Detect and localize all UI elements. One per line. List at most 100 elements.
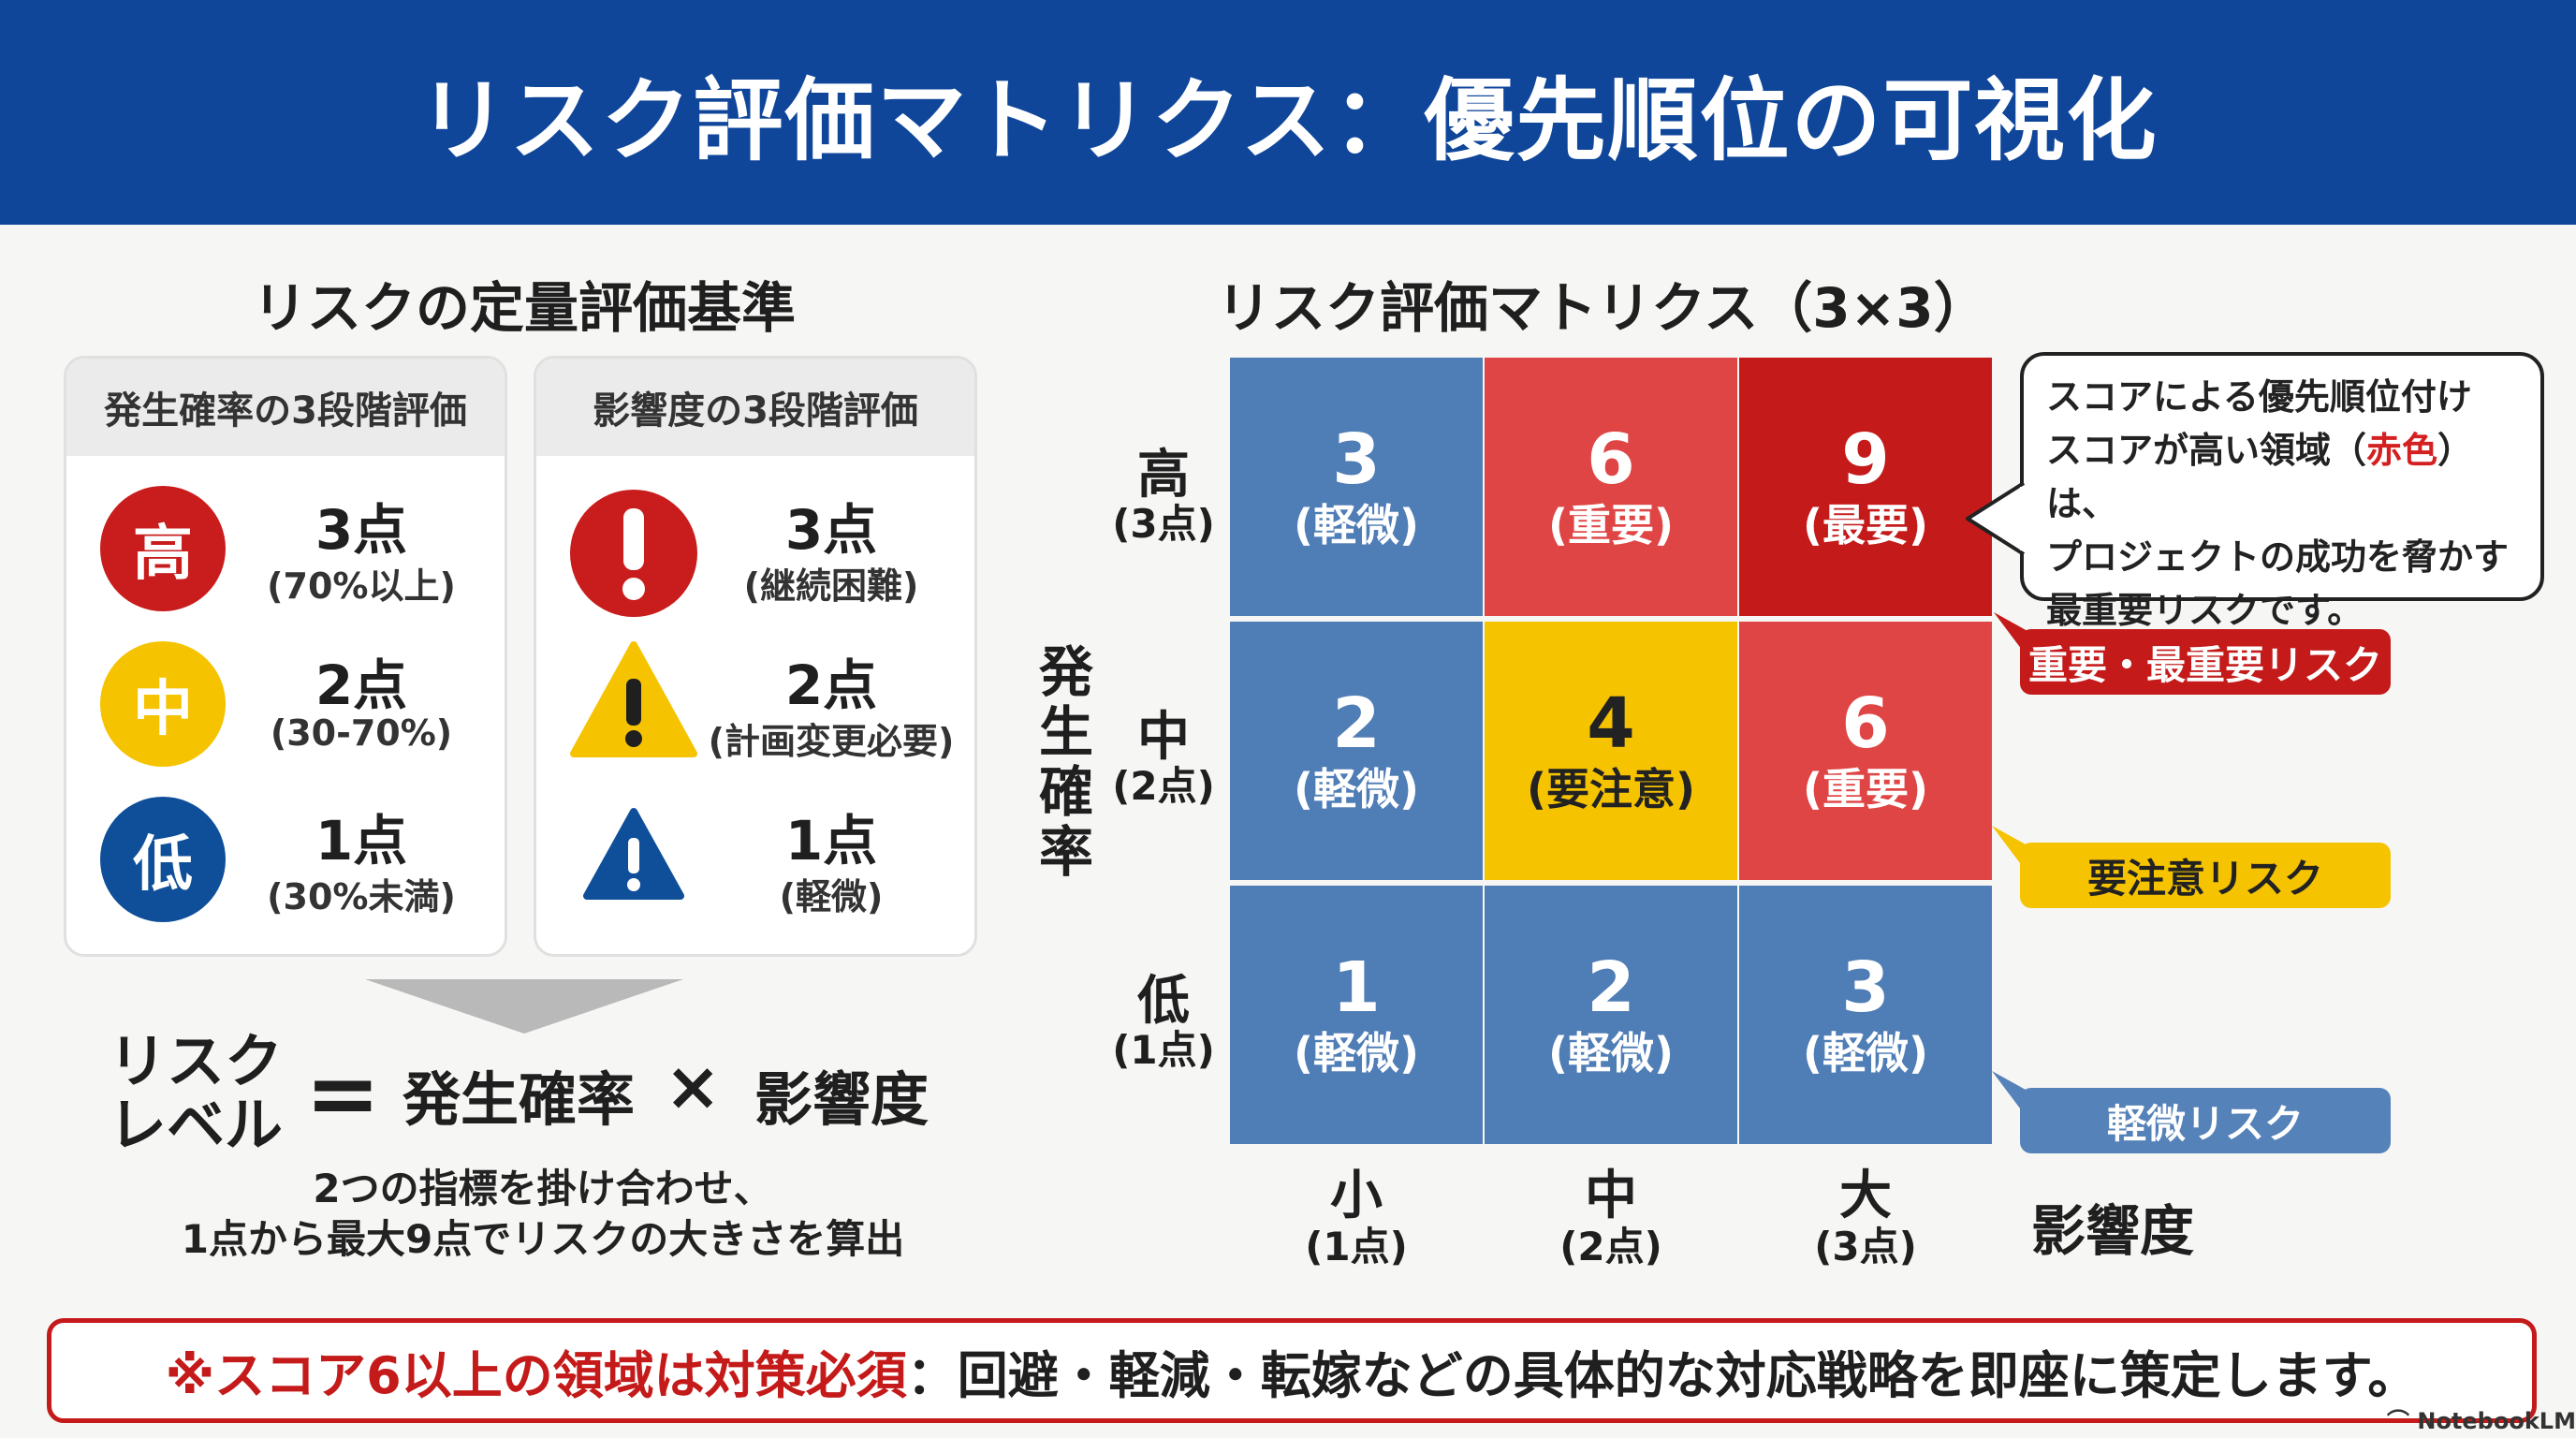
- legend-tag-minor: 軽微リスク: [2020, 1088, 2391, 1153]
- cell-score: 4: [1587, 683, 1635, 764]
- cell-score: 9: [1841, 419, 1890, 500]
- impact-level-low: 1点 (軽微): [536, 782, 974, 937]
- matrix-cell: 1 (軽微): [1230, 886, 1483, 1144]
- probability-level-medium: 中 2点 (30-70%): [66, 626, 505, 782]
- cell-label: (重要): [1802, 764, 1929, 814]
- cell-score: 2: [1587, 947, 1635, 1028]
- cell-label: (軽微): [1293, 764, 1420, 814]
- high-circle-icon: 高: [100, 486, 226, 611]
- col-sublabel-small: (1点): [1305, 1224, 1408, 1269]
- matrix-cell: 2 (軽微): [1485, 886, 1737, 1144]
- header-bar: [0, 0, 2576, 225]
- formula-note-line2: 1点から最大9点でリスクの大きさを算出: [181, 1216, 905, 1262]
- formula-note-line1: 2つの指標を掛け合わせ、: [313, 1166, 773, 1211]
- level-description: (30%未満): [267, 876, 456, 917]
- legend-tag-critical: 重要・最重要リスク: [2020, 629, 2391, 695]
- formula-equals: =: [305, 1041, 381, 1146]
- y-axis-title: 発生確率: [1038, 640, 1093, 884]
- level-description: (軽微): [779, 876, 884, 917]
- banner-action: ：回避・軽減・転嫁などの具体的な対応戦略を即座に策定します。: [906, 1345, 2419, 1405]
- row-label-low: 低: [1137, 971, 1190, 1032]
- exclamation-circle-icon: [566, 486, 701, 621]
- formula-lhs-line1: リスク: [109, 1027, 284, 1095]
- probability-panel: 発生確率の3段階評価 高 3点 (70%以上) 中 2点 (30-70%) 低 …: [64, 356, 507, 957]
- impact-level-high: 3点 (継続困難): [536, 471, 974, 626]
- level-points: 1点: [784, 809, 878, 873]
- matrix-cell: 9 (最要): [1739, 358, 1992, 616]
- col-sublabel-medium: (2点): [1559, 1224, 1662, 1269]
- matrix-cell: 2 (軽微): [1230, 622, 1483, 880]
- cell-score: 1: [1332, 947, 1381, 1028]
- formula-lhs: リスク レベル: [109, 1030, 286, 1157]
- banner-text: ※スコア6以上の領域は対策必須 ：回避・軽減・転嫁などの具体的な対応戦略を即座に策…: [47, 1318, 2537, 1423]
- brand-icon: ⌒: [2387, 1408, 2418, 1434]
- probability-panel-heading: 発生確率の3段階評価: [66, 359, 505, 456]
- impact-panel-heading: 影響度の3段階評価: [536, 359, 974, 456]
- matrix-cell: 3 (軽微): [1739, 886, 1992, 1144]
- cell-score: 6: [1841, 683, 1890, 764]
- tag-pointer: [1992, 826, 2026, 871]
- formula-term-impact: 影響度: [754, 1065, 929, 1134]
- impact-panel: 影響度の3段階評価 3点 (継続困難) 2点 (計画変更必要): [534, 356, 977, 957]
- callout-line2-pre: スコアが高い領域（: [2046, 430, 2367, 471]
- cell-score: 3: [1841, 947, 1890, 1028]
- level-description: (計画変更必要): [708, 721, 955, 762]
- level-points: 2点: [784, 653, 878, 717]
- callout-red-word: 赤色: [2366, 430, 2438, 471]
- tag-pointer: [1994, 612, 2027, 657]
- col-sublabel-large: (3点): [1814, 1224, 1917, 1269]
- cell-label: (軽微): [1547, 1028, 1675, 1078]
- col-label-small: 小: [1330, 1166, 1383, 1226]
- action-banner: [47, 1318, 2537, 1423]
- callout-line2-post: ）は、: [2046, 430, 2474, 524]
- priority-callout: [2020, 352, 2544, 601]
- level-points: 1点: [315, 809, 408, 873]
- row-sublabel-high: (3点): [1112, 501, 1215, 547]
- formula-lhs-line2: レベル: [109, 1091, 284, 1159]
- matrix-cell: 6 (重要): [1739, 622, 1992, 880]
- warning-triangle-icon: [581, 806, 686, 903]
- cell-label: (軽微): [1293, 500, 1420, 550]
- matrix-cell: 3 (軽微): [1230, 358, 1483, 616]
- level-description: (70%以上): [267, 565, 456, 607]
- callout-line2: スコアが高い領域（赤色）は、: [2046, 424, 2524, 531]
- level-description: (30-70%): [270, 712, 453, 754]
- brand-watermark: ⌒ NotebookLM: [2387, 1402, 2576, 1435]
- cell-label: (最要): [1802, 500, 1929, 550]
- row-label-medium: 中: [1137, 707, 1190, 768]
- banner-warning: ※スコア6以上の領域は対策必須: [165, 1345, 907, 1405]
- row-sublabel-low: (1点): [1112, 1027, 1215, 1073]
- cell-label: (要注意): [1526, 764, 1696, 814]
- callout-line3: プロジェクトの成功を脅かす: [2046, 536, 2510, 578]
- row-label-high: 高: [1137, 445, 1190, 506]
- matrix-cell: 4 (要注意): [1485, 622, 1737, 880]
- impact-level-medium: 2点 (計画変更必要): [536, 626, 974, 782]
- row-sublabel-medium: (2点): [1112, 763, 1215, 809]
- cell-label: (軽微): [1802, 1028, 1929, 1078]
- callout-pointer: [1966, 481, 2027, 556]
- cell-score: 3: [1332, 419, 1381, 500]
- formula-term-probability: 発生確率: [402, 1065, 636, 1134]
- warning-triangle-icon: [568, 639, 699, 761]
- col-label-large: 大: [1839, 1166, 1892, 1226]
- level-points: 3点: [784, 498, 878, 562]
- callout-line1: スコアによる優先順位付け: [2046, 376, 2472, 418]
- x-axis-title: 影響度: [2031, 1199, 2195, 1263]
- medium-circle-icon: 中: [100, 641, 226, 767]
- probability-level-high: 高 3点 (70%以上): [66, 471, 505, 626]
- level-points: 3点: [315, 498, 408, 562]
- page-title: リスク評価マトリクス：優先順位の可視化: [417, 67, 2159, 173]
- matrix-cell: 6 (重要): [1485, 358, 1737, 616]
- formula-times: ×: [665, 1047, 722, 1125]
- cell-score: 6: [1587, 419, 1635, 500]
- low-circle-icon: 低: [100, 797, 226, 922]
- callout-line4: 最重要リスクです。: [2046, 590, 2364, 631]
- cell-label: (軽微): [1293, 1028, 1420, 1078]
- brand-label: NotebookLM: [2417, 1408, 2576, 1434]
- cell-label: (重要): [1547, 500, 1675, 550]
- tag-pointer: [1992, 1071, 2026, 1116]
- matrix-title: リスク評価マトリクス（3×3）: [1217, 276, 1988, 340]
- probability-level-low: 低 1点 (30%未満): [66, 782, 505, 937]
- criteria-title: リスクの定量評価基準: [252, 276, 796, 340]
- cell-score: 2: [1332, 683, 1381, 764]
